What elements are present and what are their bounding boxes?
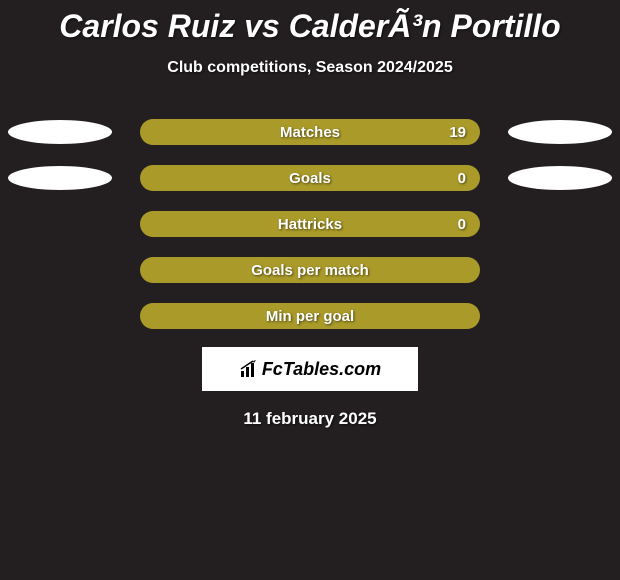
ellipse-left <box>8 120 112 144</box>
stat-label: Goals <box>289 170 331 187</box>
spacer <box>8 304 112 328</box>
stat-label: Hattricks <box>278 216 342 233</box>
ellipse-left <box>8 166 112 190</box>
stat-bar: Goals per match <box>140 257 480 283</box>
stat-rows: Matches 19 Goals 0 Hattricks 0 Goals per match… <box>0 119 620 329</box>
date-text: 11 february 2025 <box>0 409 620 429</box>
ellipse-right <box>508 120 612 144</box>
stat-bar: Goals 0 <box>140 165 480 191</box>
spacer <box>508 304 612 328</box>
stat-row: Goals 0 <box>0 165 620 191</box>
stat-value: 0 <box>458 170 466 187</box>
stat-bar: Min per goal <box>140 303 480 329</box>
spacer <box>8 212 112 236</box>
stat-value: 19 <box>449 124 466 141</box>
logo-box: FcTables.com <box>202 347 418 391</box>
spacer <box>8 258 112 282</box>
stat-row: Goals per match <box>0 257 620 283</box>
spacer <box>508 212 612 236</box>
stat-row: Matches 19 <box>0 119 620 145</box>
stat-bar: Hattricks 0 <box>140 211 480 237</box>
stat-label: Min per goal <box>266 308 354 325</box>
logo-text: FcTables.com <box>262 359 381 380</box>
stat-row: Hattricks 0 <box>0 211 620 237</box>
bar-chart-icon <box>239 360 259 378</box>
stat-label: Matches <box>280 124 340 141</box>
stat-row: Min per goal <box>0 303 620 329</box>
stat-value: 0 <box>458 216 466 233</box>
stat-bar: Matches 19 <box>140 119 480 145</box>
subtitle: Club competitions, Season 2024/2025 <box>0 59 620 77</box>
stat-label: Goals per match <box>251 262 369 279</box>
page-title: Carlos Ruiz vs CalderÃ³n Portillo <box>0 0 620 45</box>
ellipse-right <box>508 166 612 190</box>
spacer <box>508 258 612 282</box>
